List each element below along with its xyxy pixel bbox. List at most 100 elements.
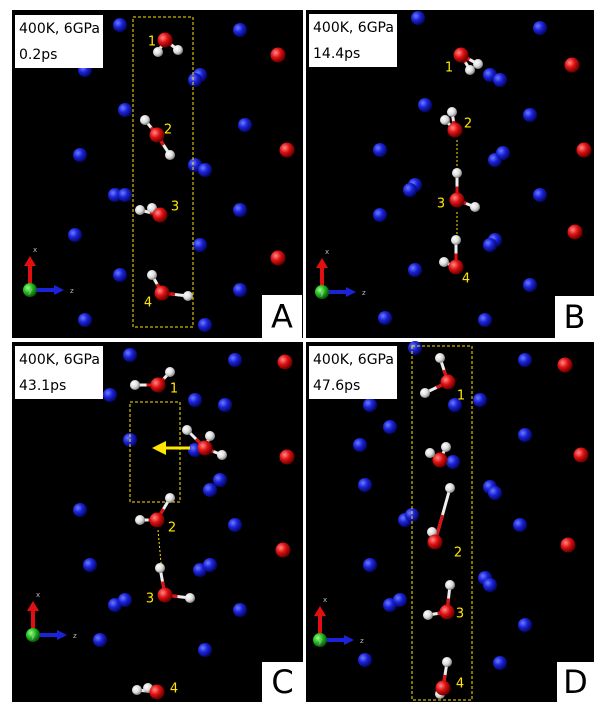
x-axis-head (316, 258, 328, 268)
blue-atom (363, 558, 377, 572)
panel-letter: C (271, 663, 293, 701)
x-axis-head (314, 606, 326, 616)
blue-atom (533, 188, 547, 202)
blue-atom (238, 118, 252, 132)
blue-atom (73, 503, 87, 517)
blue-atom (383, 420, 397, 434)
time-label: 14.4ps (313, 46, 360, 62)
oxygen-atom (270, 47, 286, 63)
selection-box (411, 345, 473, 701)
oxygen-atom (154, 285, 170, 301)
blue-atom (493, 656, 507, 670)
axis-label: y (318, 637, 322, 645)
hydrogen-atom (451, 235, 461, 245)
y-axis-origin (26, 628, 40, 642)
blue-atom (118, 593, 132, 607)
hydrogen-atom (425, 448, 435, 458)
hydrogen-atom (440, 115, 450, 125)
axis-label: y (28, 287, 32, 295)
hydrogen-atom (441, 442, 451, 452)
molecule-label: 1 (148, 35, 156, 50)
blue-atom (193, 238, 207, 252)
panel-letter: D (563, 663, 588, 701)
hydrogen-atom (473, 59, 483, 69)
letter-box (262, 295, 302, 338)
oxygen-atom (427, 534, 443, 550)
hydrogen-bond (157, 529, 164, 586)
blue-atom (373, 208, 387, 222)
info-box (309, 14, 397, 67)
condition-label: 400K, 6GPa (19, 21, 100, 37)
blue-atom (523, 278, 537, 292)
oxygen-atom (560, 537, 576, 553)
molecule-label: 4 (456, 677, 464, 692)
axis-label: z (362, 289, 366, 297)
hydrogen-atom (135, 205, 145, 215)
hydrogen-atom (147, 270, 157, 280)
axis-label: x (33, 246, 37, 254)
hydrogen-atom (140, 115, 150, 125)
blue-atom (188, 73, 202, 87)
oxygen-atom (564, 57, 580, 73)
condition-label: 400K, 6GPa (313, 352, 394, 368)
hydrogen-atom (423, 610, 433, 620)
letter-box (555, 296, 594, 338)
condition-label: 400K, 6GPa (313, 20, 394, 36)
oxygen-atom (567, 224, 583, 240)
blue-atom (233, 203, 247, 217)
blue-atom (513, 518, 527, 532)
blue-atom (483, 238, 497, 252)
info-box (15, 346, 103, 399)
blue-atom (358, 478, 372, 492)
blue-atom (488, 486, 502, 500)
blue-atom (73, 148, 87, 162)
blue-atom (373, 143, 387, 157)
axis-label: x (323, 596, 327, 604)
blue-atom (533, 21, 547, 35)
oxygen-atom (573, 447, 589, 463)
blue-atom (478, 313, 492, 327)
oxygen-atom (448, 259, 464, 275)
oxygen-atom (149, 512, 165, 528)
blue-atom (198, 318, 212, 332)
blue-atom (353, 438, 367, 452)
letter-box (557, 662, 594, 702)
blue-atom (213, 473, 227, 487)
time-label: 0.2ps (19, 47, 57, 63)
blue-atom (103, 388, 117, 402)
blue-atom (218, 398, 232, 412)
blue-atom (358, 653, 372, 667)
molecule-label: 2 (164, 123, 172, 138)
hydrogen-atom (470, 202, 480, 212)
molecule-label: 1 (445, 61, 453, 76)
oxygen-atom (149, 127, 165, 143)
blue-atom (198, 643, 212, 657)
oxygen-atom (157, 32, 173, 48)
arrow-head (152, 441, 166, 455)
time-label: 43.1ps (19, 378, 66, 394)
oxygen-atom (432, 452, 448, 468)
hydrogen-atom (452, 168, 462, 178)
hydrogen-atom (445, 483, 455, 493)
x-axis-head (27, 601, 39, 611)
hydrogen-atom (183, 291, 193, 301)
oxygen-atom (439, 604, 455, 620)
molecule-label: 2 (454, 546, 462, 561)
blue-atom (446, 455, 460, 469)
time-label: 47.6ps (313, 378, 360, 394)
selection-box (132, 16, 194, 328)
oxygen-atom (270, 250, 286, 266)
hydrogen-atom (205, 431, 215, 441)
blue-atom (483, 578, 497, 592)
info-box (15, 15, 103, 68)
blue-atom (233, 283, 247, 297)
oxygen-atom (279, 142, 295, 158)
axis-label: z (360, 637, 364, 645)
blue-atom (233, 603, 247, 617)
blue-atom (228, 353, 242, 367)
molecule-label: 4 (144, 296, 152, 311)
blue-atom (378, 311, 392, 325)
blue-atom (518, 618, 532, 632)
blue-atom (393, 593, 407, 607)
blue-atom (408, 341, 422, 355)
